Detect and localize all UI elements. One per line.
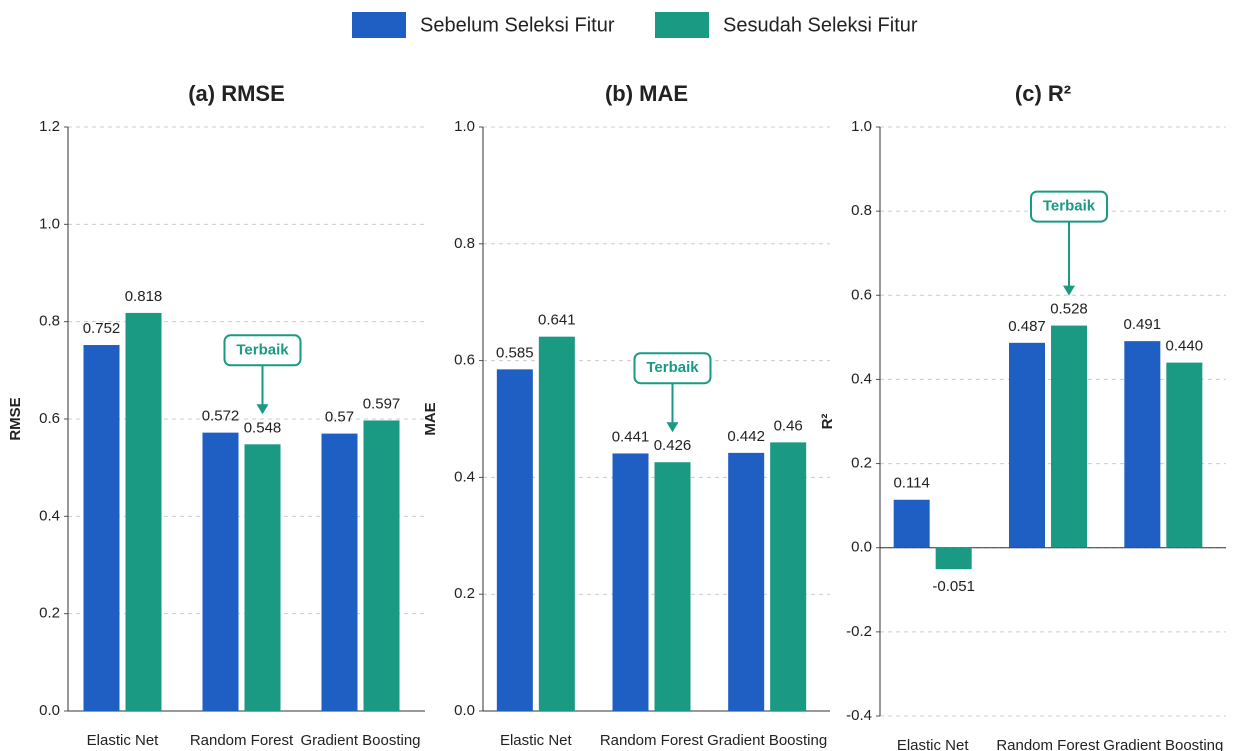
value-label: 0.441 [612, 428, 650, 445]
value-label: 0.440 [1166, 338, 1204, 355]
y-tick-label: 0.0 [39, 702, 60, 719]
y-tick-label: 0.2 [454, 585, 475, 602]
chart-title: (a) RMSE [188, 81, 285, 106]
bar [1166, 362, 1203, 548]
value-label: 0.46 [774, 417, 803, 434]
y-tick-label: 1.2 [39, 118, 60, 135]
annotation-arrowhead [666, 422, 679, 433]
bar [728, 452, 765, 711]
value-label: 0.752 [83, 320, 121, 337]
value-label: 0.442 [727, 428, 765, 445]
annotation-arrowhead [256, 404, 269, 415]
value-label: -0.051 [932, 578, 975, 595]
bar [496, 369, 533, 711]
chart-title: (c) R² [1015, 81, 1071, 106]
y-tick-label: 0.2 [851, 455, 872, 472]
value-label: 0.491 [1124, 316, 1162, 333]
annotation: Terbaik [1043, 198, 1096, 215]
legend-swatch [352, 12, 406, 38]
y-tick-label: 0.4 [39, 507, 60, 524]
chart-title: (b) MAE [605, 81, 688, 106]
y-tick-label: 0.4 [454, 468, 475, 485]
bar [893, 499, 930, 548]
legend-label: Sebelum Seleksi Fitur [420, 14, 615, 36]
bar [1009, 342, 1045, 548]
y-axis-label: MAE [422, 402, 439, 435]
y-tick-label: 1.0 [454, 118, 475, 135]
y-tick-label: -0.2 [846, 623, 872, 640]
x-tick-label: Elastic Net [87, 732, 160, 749]
y-tick-label: 1.0 [851, 118, 872, 135]
bar [1124, 341, 1161, 548]
y-axis-label: RMSE [7, 397, 24, 440]
y-tick-label: 1.0 [39, 215, 60, 232]
y-tick-label: 0.8 [454, 235, 475, 252]
legend-label: Sesudah Seleksi Fitur [723, 14, 918, 36]
y-tick-label: 0.2 [39, 605, 60, 622]
value-label: 0.487 [1008, 318, 1046, 335]
x-tick-label: Gradient Boosting [707, 732, 827, 749]
legend-swatch [655, 12, 709, 38]
bar [538, 336, 575, 711]
x-tick-label: Random Forest [996, 737, 1100, 751]
value-label: 0.57 [325, 409, 354, 426]
y-tick-label: 0.6 [39, 410, 60, 427]
y-axis-label: R² [819, 414, 836, 430]
x-tick-label: Random Forest [190, 732, 294, 749]
annotation: Terbaik [646, 359, 699, 376]
x-tick-label: Random Forest [600, 732, 704, 749]
x-tick-label: Elastic Net [897, 737, 970, 751]
bar [770, 442, 807, 711]
value-label: 0.572 [202, 408, 240, 425]
value-label: 0.641 [538, 312, 576, 329]
annotation: Terbaik [236, 341, 289, 358]
value-label: 0.818 [125, 288, 163, 305]
bar [321, 433, 358, 711]
y-tick-label: 0.6 [851, 286, 872, 303]
bar [612, 453, 649, 711]
y-tick-label: 0.0 [454, 702, 475, 719]
bar [125, 312, 162, 711]
value-label: 0.528 [1050, 301, 1088, 318]
x-tick-label: Gradient Boosting [300, 732, 420, 749]
bar [202, 432, 239, 711]
value-label: 0.597 [363, 395, 401, 412]
bar [654, 462, 691, 711]
y-tick-label: 0.8 [39, 313, 60, 330]
x-tick-label: Elastic Net [500, 732, 573, 749]
bar [935, 547, 972, 570]
bar [363, 420, 400, 711]
y-tick-label: 0.0 [851, 539, 872, 556]
bar [1051, 325, 1087, 548]
annotation-arrowhead [1063, 285, 1075, 296]
value-label: 0.114 [893, 475, 929, 492]
bar [244, 444, 281, 711]
x-tick-label: Gradient Boosting [1103, 737, 1223, 751]
y-tick-label: 0.4 [851, 370, 872, 387]
bar [83, 345, 120, 711]
y-tick-label: 0.6 [454, 352, 475, 369]
y-tick-label: 0.8 [851, 202, 872, 219]
value-label: 0.426 [654, 437, 692, 454]
value-label: 0.548 [244, 419, 282, 436]
value-label: 0.585 [496, 344, 534, 361]
y-tick-label: -0.4 [846, 707, 872, 724]
